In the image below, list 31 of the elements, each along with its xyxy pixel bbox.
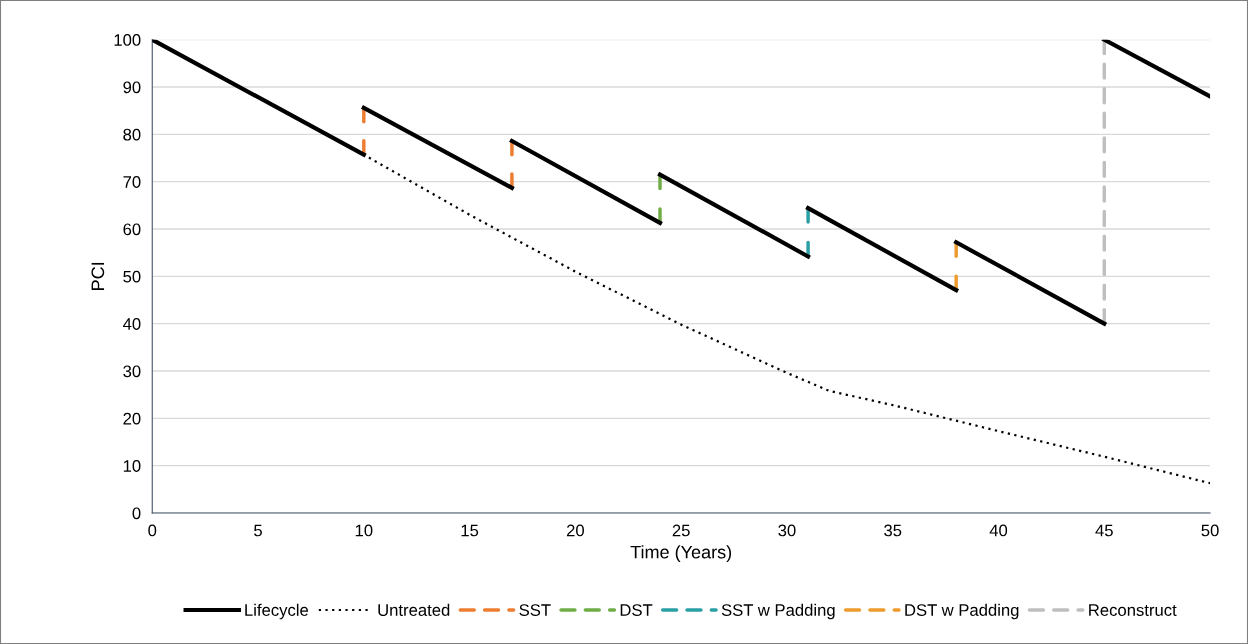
y-tick-label: 100 [114,34,141,46]
y-tick-label: 10 [123,460,141,472]
y-tick-label: 50 [123,270,141,283]
x-tick-label: 0 [148,524,157,537]
x-tick-label: 5 [254,524,262,537]
y-tick-label: 60 [123,223,141,236]
x-tick-label: 30 [778,524,796,537]
legend-label: DST [620,604,653,616]
x-tick-label: 15 [461,524,479,537]
y-tick-label: 80 [123,128,141,141]
legend-label: SST [519,604,551,616]
x-tick-label: 45 [1095,524,1113,537]
x-tick-label: 20 [566,524,584,537]
legend-label: DST w Padding [905,603,1019,620]
y-tick-label: 70 [123,176,141,188]
y-tick-label: 90 [123,81,141,94]
y-tick-label: 30 [123,365,141,378]
x-tick-label: 50 [1201,524,1219,537]
x-tick-label: 25 [672,524,690,537]
x-tick-label: 35 [884,524,902,537]
legend-label: SST w Padding [721,603,835,620]
legend-label: Untreated [378,603,450,616]
y-tick-label: 0 [132,507,141,520]
x-axis-title: Time (Years) [630,545,732,563]
y-axis-title: PCI [91,262,105,290]
legend-label: Reconstruct [1089,604,1177,616]
legend-label: Lifecycle [245,603,309,620]
x-tick-label: 10 [355,524,373,537]
x-tick-label: 40 [989,524,1008,537]
y-tick-label: 20 [123,412,141,425]
y-tick-label: 40 [122,318,141,330]
